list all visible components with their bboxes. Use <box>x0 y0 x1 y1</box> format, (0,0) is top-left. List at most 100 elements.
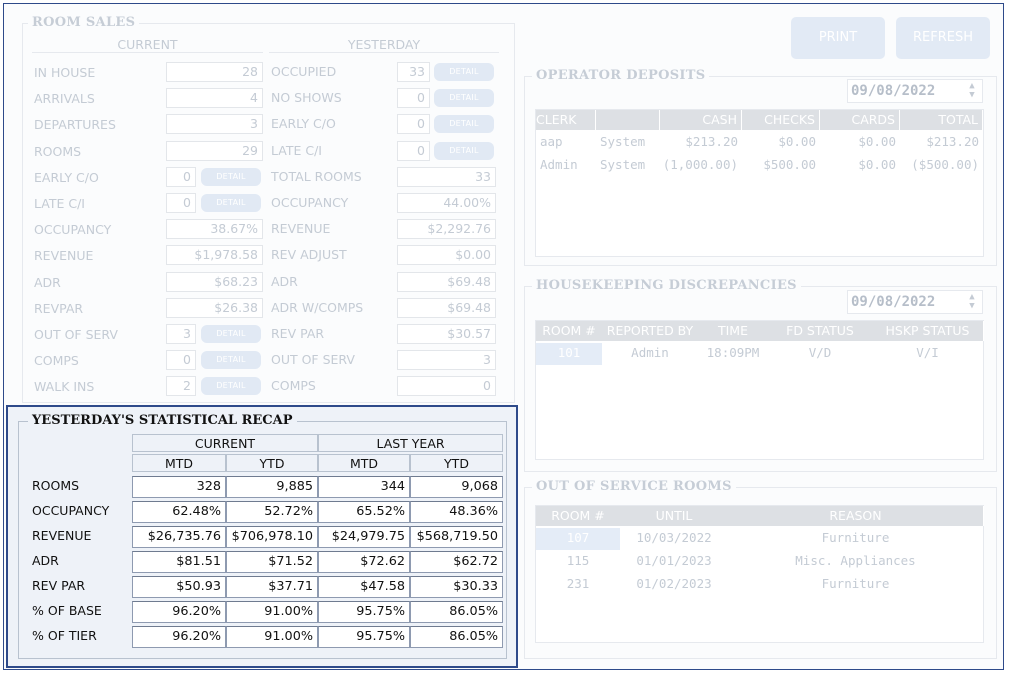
grid-column-header[interactable]: HSKP STATUS <box>872 321 984 341</box>
grid-cell[interactable]: System <box>600 157 646 172</box>
grid-cell[interactable]: Misc. Appliances <box>795 553 916 568</box>
grid-cell[interactable]: System <box>600 134 646 149</box>
grid-cell[interactable]: Admin <box>540 157 578 172</box>
detail-button[interactable]: DETAIL <box>201 325 261 343</box>
recap-value-cell: 62.48% <box>132 501 226 523</box>
grid-cell[interactable]: $500.00 <box>763 157 816 172</box>
grid-column-header[interactable]: CHECKS <box>742 110 820 130</box>
detail-button[interactable]: DETAIL <box>434 115 494 134</box>
recap-row-label: ADR <box>32 553 59 568</box>
grid-cell[interactable]: $213.20 <box>685 134 738 149</box>
recap-row-label: % OF TIER <box>32 628 97 643</box>
grid-column-header[interactable]: FD STATUS <box>768 321 873 341</box>
current-row-value: 0 <box>166 193 196 213</box>
grid-cell[interactable]: V/D <box>808 345 832 360</box>
grid-column-header[interactable]: CASH <box>660 110 742 130</box>
grid-column-header[interactable] <box>596 110 660 130</box>
grid-column-header[interactable]: ROOM # <box>536 321 603 341</box>
recap-value-cell: $50.93 <box>132 576 226 598</box>
grid-cell[interactable]: $0.00 <box>778 134 816 149</box>
grid-column-header[interactable]: CARDS <box>820 110 900 130</box>
recap-value-cell: 86.05% <box>410 626 503 648</box>
deposits-date-field[interactable]: 09/08/2022 ▲ ▼ <box>847 79 983 103</box>
grid-cell[interactable]: $0.00 <box>858 157 896 172</box>
grid-cell[interactable]: 18:09PM <box>706 345 760 360</box>
grid-column-header[interactable]: TOTAL <box>900 110 983 130</box>
yesterday-row-label: ADR <box>271 273 298 289</box>
current-row-value: 28 <box>166 62 263 82</box>
grid-column-header[interactable]: UNTIL <box>620 506 729 526</box>
date-spinner-icon[interactable]: ▲ ▼ <box>969 292 975 311</box>
yesterday-row-label: ADR W/COMPS <box>271 299 364 315</box>
room-sales-panel <box>22 23 515 403</box>
recap-value-cell: 344 <box>318 476 410 498</box>
date-spinner-icon[interactable]: ▲ ▼ <box>969 81 975 100</box>
current-row-label: IN HOUSE <box>34 65 96 80</box>
grid-cell[interactable]: 231 <box>566 576 590 591</box>
recap-row-label: OCCUPANCY <box>32 503 110 518</box>
recap-value-cell: $24,979.75 <box>318 526 410 548</box>
grid-cell[interactable]: aap <box>540 134 563 149</box>
yesterday-row-label: TOTAL ROOMS <box>271 168 362 184</box>
housekeeping-date-field[interactable]: 09/08/2022 ▲ ▼ <box>847 290 983 314</box>
current-row-value: 0 <box>166 166 196 187</box>
grid-column-header[interactable]: CLERK <box>536 110 596 130</box>
current-row-label: OUT OF SERV <box>34 327 118 342</box>
recap-value-cell: 48.36% <box>410 501 503 523</box>
recap-value-cell: $568,719.50 <box>410 526 503 548</box>
grid-cell[interactable]: (1,000.00) <box>662 157 738 172</box>
recap-value-cell: $706,978.10 <box>226 526 318 548</box>
selected-cell[interactable] <box>536 343 602 365</box>
current-row-value: 0 <box>166 350 196 371</box>
recap-value-cell: $62.72 <box>410 551 503 573</box>
detail-button[interactable]: DETAIL <box>201 194 261 212</box>
current-row-label: COMPS <box>34 353 79 369</box>
yesterday-row-value: $2,292.76 <box>397 219 496 240</box>
grid-cell[interactable]: $213.20 <box>926 134 979 149</box>
recap-value-cell: $26,735.76 <box>132 526 226 548</box>
refresh-button[interactable]: REFRESH <box>896 17 990 59</box>
current-row-label: ARRIVALS <box>34 91 95 107</box>
recap-value-cell: $81.51 <box>132 551 226 573</box>
detail-button[interactable]: DETAIL <box>434 63 494 81</box>
grid-cell[interactable]: V/I <box>916 345 939 360</box>
print-button[interactable]: PRINT <box>791 17 885 59</box>
grid-cell[interactable]: $0.00 <box>858 134 896 149</box>
housekeeping-title: HOUSEKEEPING DISCREPANCIES <box>532 278 801 293</box>
grid-cell[interactable]: 115 <box>566 553 590 568</box>
yesterday-row-label: NO SHOWS <box>271 90 342 106</box>
recap-value-cell: 9,068 <box>410 476 503 498</box>
housekeeping-grid: ROOM # REPORTED BY TIME FD STATUS HSKP STATU… <box>535 320 984 460</box>
current-row-value: 3 <box>166 324 196 344</box>
grid-cell[interactable]: 107 <box>566 530 590 545</box>
current-row-value: $26.38 <box>166 297 263 318</box>
grid-cell[interactable]: Furniture <box>821 530 890 545</box>
current-row-label: OCCUPANCY <box>34 222 112 238</box>
detail-button[interactable]: DETAIL <box>201 377 261 396</box>
yesterday-row-value: 0 <box>397 88 430 109</box>
yesterday-row-value: 44.00% <box>397 193 496 213</box>
yesterday-row-value: 33 <box>397 62 430 82</box>
grid-cell[interactable]: Furniture <box>821 576 890 591</box>
grid-cell[interactable]: 01/01/2023 <box>636 553 712 568</box>
selected-cell[interactable] <box>536 528 620 550</box>
grid-column-header[interactable]: ROOM # <box>536 506 621 526</box>
grid-column-header[interactable]: TIME <box>698 321 769 341</box>
recap-value-cell: $47.58 <box>318 576 410 598</box>
detail-button[interactable]: DETAIL <box>434 89 494 108</box>
grid-column-header[interactable]: REASON <box>728 506 984 526</box>
grid-cell[interactable]: Admin <box>631 345 669 360</box>
grid-cell[interactable]: 101 <box>557 345 581 360</box>
detail-button[interactable]: DETAIL <box>434 141 494 160</box>
detail-button[interactable]: DETAIL <box>201 351 261 370</box>
recap-value-cell: 96.20% <box>132 601 226 623</box>
yesterday-row-value: $69.48 <box>397 271 496 292</box>
recap-value-cell: $37.71 <box>226 576 318 598</box>
grid-column-header[interactable]: REPORTED BY <box>602 321 699 341</box>
detail-button[interactable]: DETAIL <box>201 167 261 186</box>
recap-value-cell: $30.33 <box>410 576 503 598</box>
recap-value-cell: 9,885 <box>226 476 318 498</box>
grid-cell[interactable]: 10/03/2022 <box>636 530 712 545</box>
grid-cell[interactable]: ($500.00) <box>911 157 979 172</box>
grid-cell[interactable]: 01/02/2023 <box>636 576 712 591</box>
